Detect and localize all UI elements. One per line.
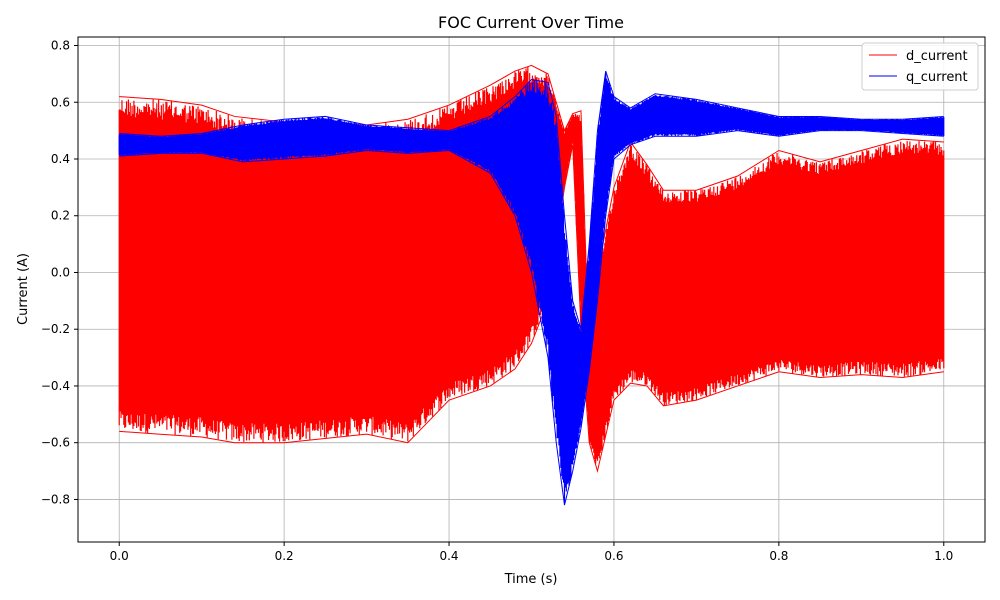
x-tick-label: 0.6: [604, 549, 623, 563]
y-axis-label: Current (A): [16, 253, 31, 325]
y-tick-label: 0.4: [51, 152, 70, 166]
axis-ticks: 0.0 0.2 0.4 0.6 0.8 1.0 −0.8 −0.6 −0.4 −0.2 0.0 0.2…: [41, 39, 953, 563]
y-tick-label: −0.6: [41, 436, 70, 450]
series-q-current-oscillation: [118, 73, 945, 503]
x-axis-label: Time (s): [504, 572, 558, 587]
legend-label-d-current: d_current: [906, 49, 968, 64]
y-tick-label: 0.2: [51, 209, 70, 223]
y-tick-label: −0.4: [41, 379, 70, 393]
chart-title: FOC Current Over Time: [438, 13, 624, 32]
x-tick-label: 0.0: [110, 549, 129, 563]
legend-label-q-current: q_current: [906, 70, 968, 85]
plot-frame: [77, 36, 986, 543]
x-tick-label: 0.4: [439, 549, 458, 563]
y-tick-label: 0.8: [51, 39, 70, 53]
y-tick-label: 0.0: [51, 265, 70, 279]
series-d-current-oscillation: [118, 66, 945, 464]
x-tick-label: 1.0: [934, 549, 953, 563]
y-tick-label: 0.6: [51, 95, 70, 109]
x-tick-label: 0.8: [769, 549, 788, 563]
series-d-current-lower-envelope: [119, 144, 944, 474]
series-q-current-upper-envelope: [119, 70, 944, 330]
x-tick-label: 0.2: [275, 549, 294, 563]
legend: d_current q_current: [861, 42, 979, 91]
series-q-current: [118, 70, 945, 506]
y-tick-label: −0.8: [41, 492, 70, 506]
series-q-current-lower-envelope: [119, 130, 944, 506]
y-tick-label: −0.2: [41, 322, 70, 336]
series-layer: [118, 64, 945, 506]
